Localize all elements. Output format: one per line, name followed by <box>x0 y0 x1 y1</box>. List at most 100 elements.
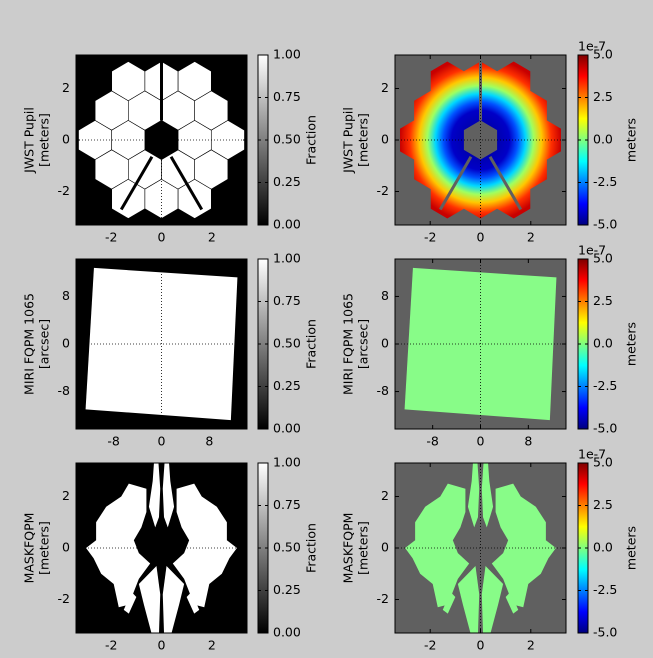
y-axis-label: [meters] <box>37 521 52 575</box>
colorbar-tick-label: -2.5 <box>593 174 617 189</box>
mask-piece <box>162 566 185 633</box>
colorbar-tick-label: 0.25 <box>273 582 301 597</box>
x-tick-label: 2 <box>527 230 535 245</box>
mask-lobe <box>86 483 151 608</box>
colorbar-tick-label: 5.0 <box>593 251 613 266</box>
colorbar-label: meters <box>624 322 639 366</box>
mask-piece <box>148 463 161 528</box>
colorbar-label: Fraction <box>304 319 319 369</box>
image-panel <box>76 463 247 633</box>
x-tick-label: 0 <box>477 434 485 449</box>
mask-lobe <box>405 483 470 608</box>
mask-piece <box>481 463 494 528</box>
mask-piece <box>467 463 480 528</box>
colorbar-tick-label: 0.25 <box>273 378 301 393</box>
x-tick-label: 0 <box>158 434 166 449</box>
y-tick-label: -8 <box>58 383 71 398</box>
y-tick-label: -2 <box>58 183 70 198</box>
y-tick-label: -2 <box>58 591 70 606</box>
image-panel <box>395 55 566 225</box>
colorbar-tick-label: -5.0 <box>593 421 617 436</box>
y-tick-label: 8 <box>381 288 389 303</box>
y-tick-label: -2 <box>377 591 389 606</box>
y-tick-label: 0 <box>381 336 389 351</box>
y-axis-label: JWST Pupil <box>341 107 356 174</box>
colorbar-tick-label: 0.00 <box>273 421 301 436</box>
x-tick-label: 2 <box>208 638 216 653</box>
colorbar-tick-label: 2.5 <box>593 497 613 512</box>
colorbar-tick-label: -5.0 <box>593 625 617 640</box>
y-axis-label: [arcsec] <box>356 319 371 369</box>
x-tick-label: -2 <box>424 638 436 653</box>
mask-piece <box>138 566 161 633</box>
y-tick-label: 2 <box>381 488 389 503</box>
mask-lobe <box>491 483 556 608</box>
strut <box>169 155 204 211</box>
y-axis-label: [meters] <box>356 113 371 167</box>
colorbar-tick-label: 0.75 <box>273 293 301 308</box>
mask-piece <box>481 566 504 633</box>
x-tick-label: 2 <box>208 230 216 245</box>
mask-piece <box>162 463 175 528</box>
colorbar-tick-label: 0.50 <box>273 132 301 147</box>
image-panel <box>76 55 247 225</box>
strut <box>488 155 523 211</box>
y-axis-label: [meters] <box>37 113 52 167</box>
colorbar-tick-label: 0.75 <box>273 497 301 512</box>
x-tick-label: 0 <box>158 638 166 653</box>
y-axis-label: JWST Pupil <box>22 107 37 174</box>
x-tick-label: -8 <box>107 434 120 449</box>
y-axis-label: MIRI FQPM 1065 <box>22 293 37 395</box>
colorbar-tick-label: 0.50 <box>273 336 301 351</box>
colorbar-label: Fraction <box>304 115 319 165</box>
y-axis-label: [meters] <box>356 521 371 575</box>
colorbar-tick-label: 5.0 <box>593 47 613 62</box>
y-axis-label: MASKFQPM <box>341 513 356 584</box>
y-tick-label: -8 <box>377 383 390 398</box>
x-tick-label: -2 <box>105 638 117 653</box>
mask-piece <box>442 591 456 614</box>
colorbar-label: meters <box>624 118 639 162</box>
y-tick-label: 2 <box>381 80 389 95</box>
colorbar-tick-label: 0.00 <box>273 625 301 640</box>
y-tick-label: 0 <box>62 132 70 147</box>
colorbar-tick-label: 0.25 <box>273 174 301 189</box>
x-tick-label: 0 <box>477 230 485 245</box>
y-tick-label: -2 <box>377 183 389 198</box>
colorbar-tick-label: 1.00 <box>273 455 301 470</box>
colorbar-tick-label: 2.5 <box>593 89 613 104</box>
colorbar-tick-label: 0.0 <box>593 132 613 147</box>
colorbar-tick-label: 1.00 <box>273 47 301 62</box>
colorbar-tick-label: -2.5 <box>593 582 617 597</box>
strut <box>438 155 473 211</box>
colorbar-tick-label: 0.0 <box>593 336 613 351</box>
x-tick-label: -8 <box>426 434 439 449</box>
colorbar-label: Fraction <box>304 523 319 573</box>
x-tick-label: 0 <box>477 638 485 653</box>
strut <box>119 155 154 211</box>
colorbar-offset: 1e-7 <box>578 447 606 462</box>
y-axis-label: MIRI FQPM 1065 <box>341 293 356 395</box>
colorbar-label: meters <box>624 526 639 570</box>
image-panel <box>395 259 566 429</box>
x-tick-label: 0 <box>158 230 166 245</box>
colorbar-tick-label: 2.5 <box>593 293 613 308</box>
colorbar-tick-label: 0.75 <box>273 89 301 104</box>
image-panel <box>76 259 247 429</box>
y-axis-label: [arcsec] <box>37 319 52 369</box>
y-axis-label: MASKFQPM <box>22 513 37 584</box>
y-tick-label: 0 <box>381 540 389 555</box>
colorbar-tick-label: 5.0 <box>593 455 613 470</box>
mask-piece <box>505 591 519 614</box>
x-tick-label: 2 <box>527 638 535 653</box>
colorbar-offset: 1e-7 <box>578 243 606 258</box>
colorbar-tick-label: 1.00 <box>273 251 301 266</box>
y-tick-label: 0 <box>62 336 70 351</box>
x-tick-label: -2 <box>424 230 436 245</box>
colorbar-tick-label: -2.5 <box>593 378 617 393</box>
colorbar-tick-label: 0.0 <box>593 540 613 555</box>
y-tick-label: 0 <box>62 540 70 555</box>
colorbar-tick-label: -5.0 <box>593 217 617 232</box>
mask-piece <box>186 591 200 614</box>
